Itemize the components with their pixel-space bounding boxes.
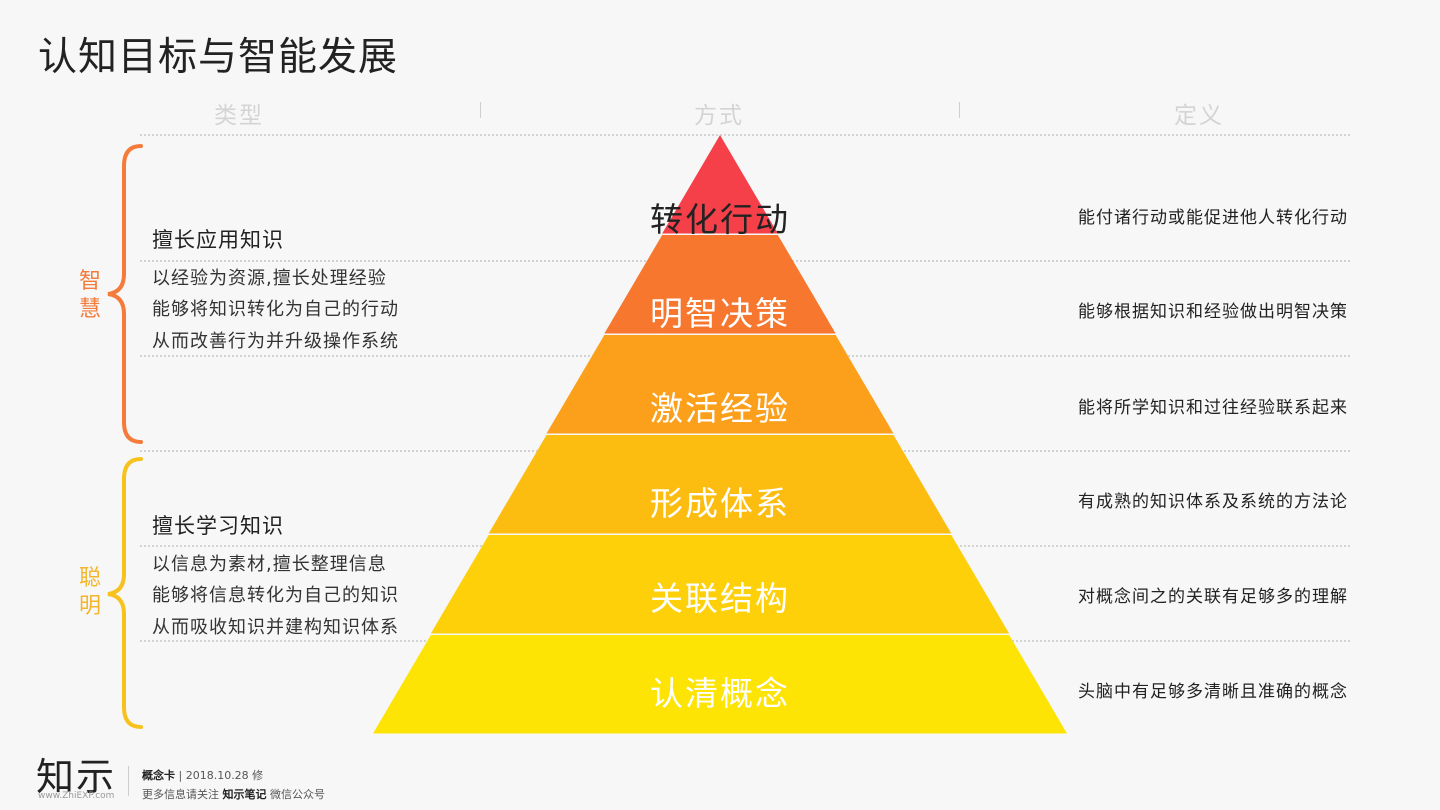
definition-action: 能付诸行动或能促进他人转化行动 <box>1078 208 1348 228</box>
brand-url: www.ZhiEXP.com <box>38 791 115 801</box>
pyramid-layer <box>604 235 836 334</box>
follow-account: 知示笔记 <box>222 788 267 801</box>
column-separator <box>959 102 960 118</box>
smart-desc-line: 能够将信息转化为自己的知识 <box>152 585 399 606</box>
pyramid-layer <box>488 435 952 534</box>
footer-divider <box>128 766 129 796</box>
definition-experience: 能将所学知识和过往经验联系起来 <box>1078 398 1348 418</box>
row-divider <box>140 134 1350 136</box>
smart-desc-line: 从而吸收知识并建构知识体系 <box>152 617 399 638</box>
column-header-method: 方式 <box>694 103 744 129</box>
group-label-wisdom: 智慧 <box>78 269 101 322</box>
footer-card-line: 概念卡 | 2018.10.28 修 <box>142 767 263 783</box>
smart-brace <box>107 457 143 729</box>
wisdom-desc-line: 从而改善行为并升级操作系统 <box>152 331 399 352</box>
follow-prefix: 更多信息请关注 <box>142 788 219 801</box>
wisdom-desc-line: 能够将知识转化为自己的行动 <box>152 299 399 320</box>
wisdom-brace <box>107 144 143 444</box>
definition-concept: 头脑中有足够多清晰且准确的概念 <box>1078 682 1348 702</box>
definition-decision: 能够根据知识和经验做出明智决策 <box>1078 302 1348 322</box>
brand-logo: 知示 <box>36 755 117 799</box>
footer-follow-line: 更多信息请关注 知示笔记 微信公众号 <box>142 786 325 802</box>
definition-structure: 对概念间之的关联有足够多的理解 <box>1078 587 1348 607</box>
column-separator <box>480 102 481 118</box>
card-type: 概念卡 <box>142 769 175 782</box>
pyramid-layer-label-decision: 明智决策 <box>650 294 790 333</box>
definition-system: 有成熟的知识体系及系统的方法论 <box>1078 492 1348 512</box>
smart-heading: 擅长学习知识 <box>152 514 284 538</box>
pyramid-layer <box>430 535 1010 634</box>
pyramid-layer <box>546 335 894 434</box>
card-date: | 2018.10.28 修 <box>178 769 264 782</box>
group-label-smart: 聪明 <box>78 566 101 619</box>
pyramid-layer <box>373 635 1067 734</box>
pyramid-layer-label-action: 转化行动 <box>650 200 790 239</box>
smart-desc-line: 以信息为素材,擅长整理信息 <box>152 554 387 575</box>
pyramid-layer-label-concept: 认清概念 <box>650 674 790 713</box>
pyramid-layer-label-system: 形成体系 <box>650 484 790 523</box>
pyramid-layer-label-experience: 激活经验 <box>650 389 790 428</box>
pyramid-layer <box>662 135 778 234</box>
pyramid-layer-label-structure: 关联结构 <box>650 579 790 618</box>
column-header-type: 类型 <box>214 103 264 129</box>
follow-suffix: 微信公众号 <box>270 788 325 801</box>
wisdom-heading: 擅长应用知识 <box>152 228 284 252</box>
wisdom-desc-line: 以经验为资源,擅长处理经验 <box>152 268 387 289</box>
page-title: 认知目标与智能发展 <box>38 35 399 80</box>
column-header-definition: 定义 <box>1174 103 1224 129</box>
